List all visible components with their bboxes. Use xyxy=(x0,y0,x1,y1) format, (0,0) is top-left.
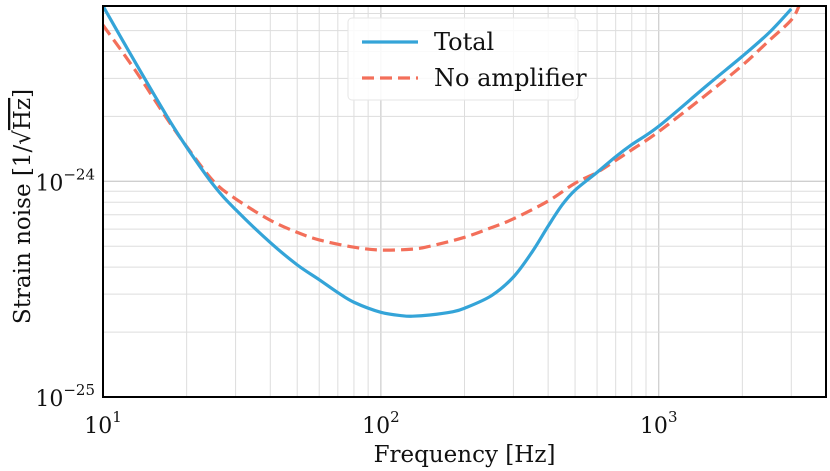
y-tick-label: 10−24 xyxy=(35,165,95,196)
y-axis-title: Strain noise [1/√Hz] xyxy=(10,89,36,324)
x-tick-label: 101 xyxy=(84,408,122,439)
x-tick-label: 102 xyxy=(362,408,400,439)
series-layer xyxy=(103,6,801,318)
plot-frame xyxy=(102,5,827,398)
y-axis-title-text: Strain noise [1/√Hz] xyxy=(10,89,36,324)
legend-label-no-amplifier: No amplifier xyxy=(434,64,587,92)
x-tick-labels: 101 102 103 xyxy=(84,408,677,439)
x-tick-label: 103 xyxy=(640,408,678,439)
series-line-no-amplifier xyxy=(103,6,801,252)
series-line-total xyxy=(103,6,793,318)
legend-label-total: Total xyxy=(434,28,494,56)
x-axis-title: Frequency [Hz] xyxy=(374,442,556,468)
y-tick-labels: 10−24 10−25 xyxy=(35,165,95,412)
legend: Total No amplifier xyxy=(347,17,587,101)
y-tick-label: 10−25 xyxy=(35,381,95,412)
